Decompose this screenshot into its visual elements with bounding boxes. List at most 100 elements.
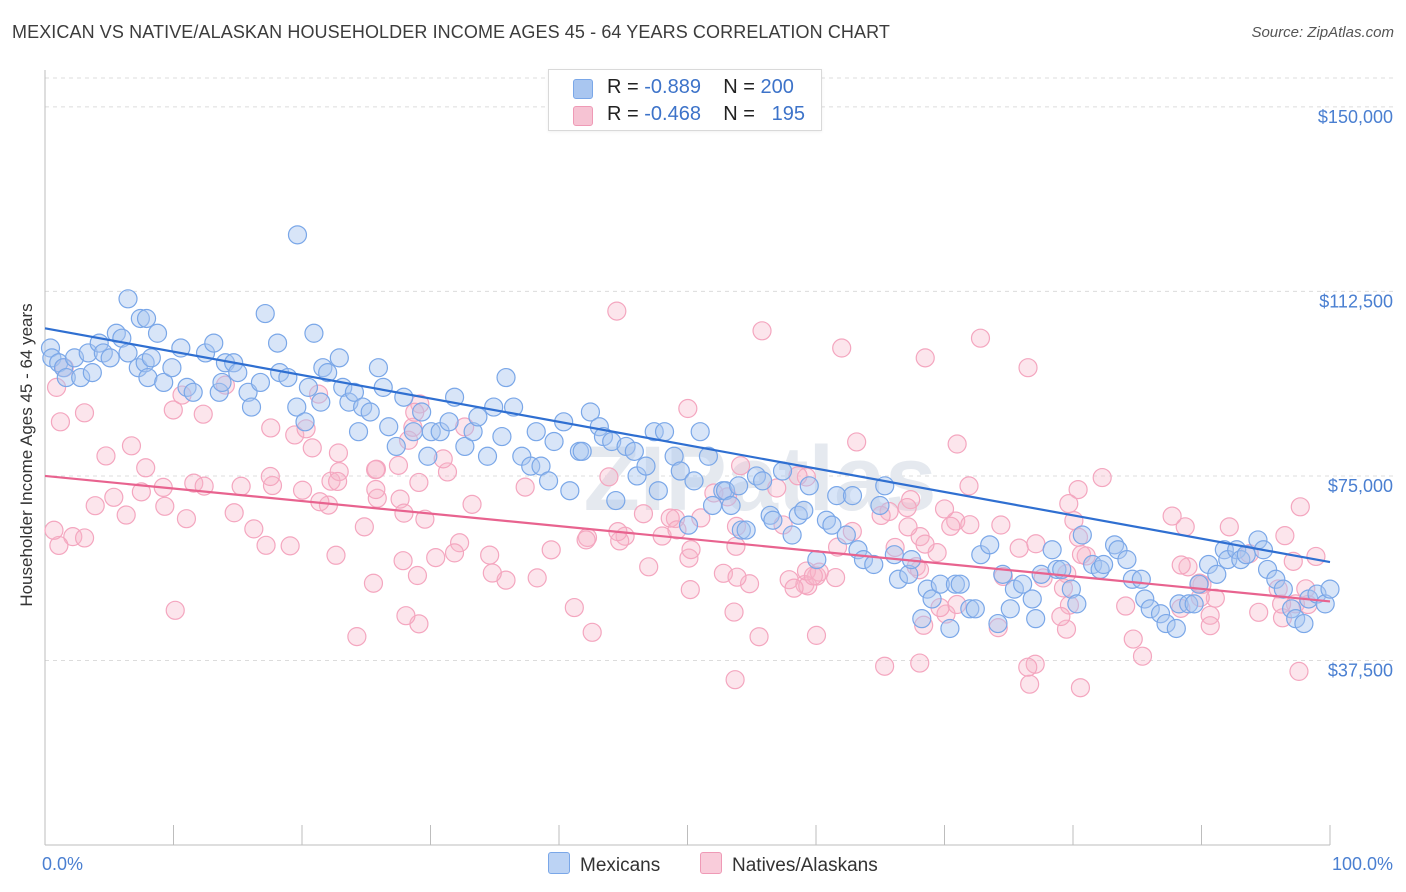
mexicans-point bbox=[544, 431, 564, 452]
mexicans-point bbox=[418, 446, 438, 466]
mexicans-point bbox=[40, 338, 61, 358]
legend-label-mexicans: Mexicans bbox=[580, 855, 661, 876]
natives-point bbox=[1018, 657, 1038, 677]
natives-point bbox=[691, 508, 711, 528]
natives-point bbox=[730, 456, 751, 476]
mexicans-point bbox=[1184, 594, 1204, 614]
natives-point bbox=[639, 557, 659, 577]
mexicans-point bbox=[731, 520, 751, 540]
natives-point bbox=[515, 477, 535, 497]
natives-point bbox=[1020, 674, 1040, 694]
mexicans-point bbox=[945, 574, 966, 594]
natives-point bbox=[1249, 602, 1269, 622]
mexicans-point bbox=[118, 289, 138, 309]
natives-point bbox=[678, 398, 698, 419]
natives-point bbox=[409, 472, 429, 493]
legend-item-mexicans[interactable]: Mexicans bbox=[548, 852, 660, 877]
y-tick-label: $37,500 bbox=[1328, 660, 1393, 680]
mexicans-point bbox=[492, 426, 512, 447]
mexicans-point bbox=[1320, 579, 1340, 599]
mexicans-point bbox=[988, 613, 1008, 634]
mexicans-point bbox=[228, 363, 248, 383]
mexicans-point bbox=[183, 382, 203, 402]
mexicans-point bbox=[940, 618, 960, 639]
mexicans-point bbox=[1022, 589, 1042, 609]
natives-point bbox=[726, 536, 746, 556]
natives-point bbox=[660, 508, 680, 528]
mexicans-point bbox=[295, 412, 315, 432]
natives-point bbox=[1123, 629, 1143, 649]
tick-labels: $37,500 $75,000 $112,500 $150,000 0.0% 100.0% bbox=[42, 107, 1393, 874]
legend-item-natives[interactable]: Natives/Alaskans bbox=[700, 852, 878, 877]
mexicans-point bbox=[794, 500, 814, 520]
legend-text-mexicans: R = -0.889 N = 200 bbox=[607, 76, 794, 98]
natives-point bbox=[724, 602, 744, 622]
mexicans-point bbox=[912, 609, 932, 629]
natives-point bbox=[74, 528, 95, 548]
natives-point bbox=[328, 471, 348, 492]
natives-point bbox=[193, 404, 213, 424]
series-legend: Mexicans Natives/Alaskans bbox=[0, 850, 1406, 880]
mexicans-point bbox=[1117, 550, 1137, 570]
natives-point bbox=[44, 520, 64, 540]
mexicans-point bbox=[78, 343, 98, 363]
natives-point bbox=[308, 384, 329, 404]
mexicans-point bbox=[736, 520, 756, 540]
mexicans-point bbox=[729, 476, 749, 496]
mexicans-point bbox=[670, 461, 690, 481]
natives-point bbox=[910, 653, 930, 673]
natives-point bbox=[832, 338, 852, 358]
mexicans-point bbox=[1140, 599, 1160, 619]
natives-point bbox=[296, 419, 316, 439]
natives-point bbox=[1178, 557, 1198, 577]
mexicans-point bbox=[648, 481, 668, 501]
natives-point bbox=[482, 563, 502, 583]
natives-point bbox=[1116, 596, 1136, 616]
mexicans-point bbox=[386, 436, 406, 457]
y-tick-label: $75,000 bbox=[1328, 476, 1393, 496]
mexicans-point bbox=[644, 422, 664, 442]
natives-point bbox=[947, 434, 967, 454]
mexicans-point bbox=[503, 397, 524, 417]
mexicans-point bbox=[463, 422, 483, 442]
series-natives-points bbox=[44, 301, 1326, 698]
mexicans-point bbox=[455, 436, 475, 457]
natives-point bbox=[321, 471, 341, 491]
mexicans-point bbox=[684, 471, 704, 491]
natives-point bbox=[970, 328, 991, 348]
natives-point bbox=[480, 545, 500, 565]
legend-swatch-natives-bottom bbox=[700, 852, 722, 874]
natives-point bbox=[365, 460, 386, 480]
y-axis-label: Householder Income Ages 45 - 64 years bbox=[17, 303, 36, 606]
mexicans-point bbox=[538, 471, 559, 491]
natives-point bbox=[131, 482, 151, 502]
natives-point bbox=[326, 545, 346, 565]
legend-swatch-mexicans bbox=[573, 79, 593, 99]
natives-point bbox=[527, 568, 547, 588]
natives-point bbox=[752, 321, 772, 341]
natives-point bbox=[415, 509, 435, 529]
mexicans-point bbox=[154, 372, 174, 393]
natives-point bbox=[1018, 358, 1038, 378]
natives-point bbox=[803, 566, 823, 586]
natives-point bbox=[462, 494, 482, 514]
natives-point bbox=[285, 425, 305, 445]
natives-point bbox=[914, 615, 934, 635]
mexicans-point bbox=[1093, 554, 1114, 575]
mexicans-point bbox=[360, 402, 380, 422]
natives-point bbox=[1059, 494, 1079, 514]
natives-point bbox=[847, 432, 867, 452]
natives-point bbox=[934, 499, 955, 519]
mexicans-point bbox=[690, 422, 710, 442]
natives-point bbox=[1290, 497, 1310, 517]
series-mexicans-points bbox=[40, 225, 1340, 639]
natives-point bbox=[85, 496, 105, 516]
mexicans-point bbox=[311, 392, 331, 412]
mexicans-point bbox=[496, 367, 516, 388]
mexicans-point bbox=[287, 397, 307, 417]
natives-point bbox=[393, 551, 413, 571]
natives-point bbox=[941, 516, 961, 536]
natives-point bbox=[121, 436, 142, 456]
mexicans-point bbox=[836, 525, 856, 545]
